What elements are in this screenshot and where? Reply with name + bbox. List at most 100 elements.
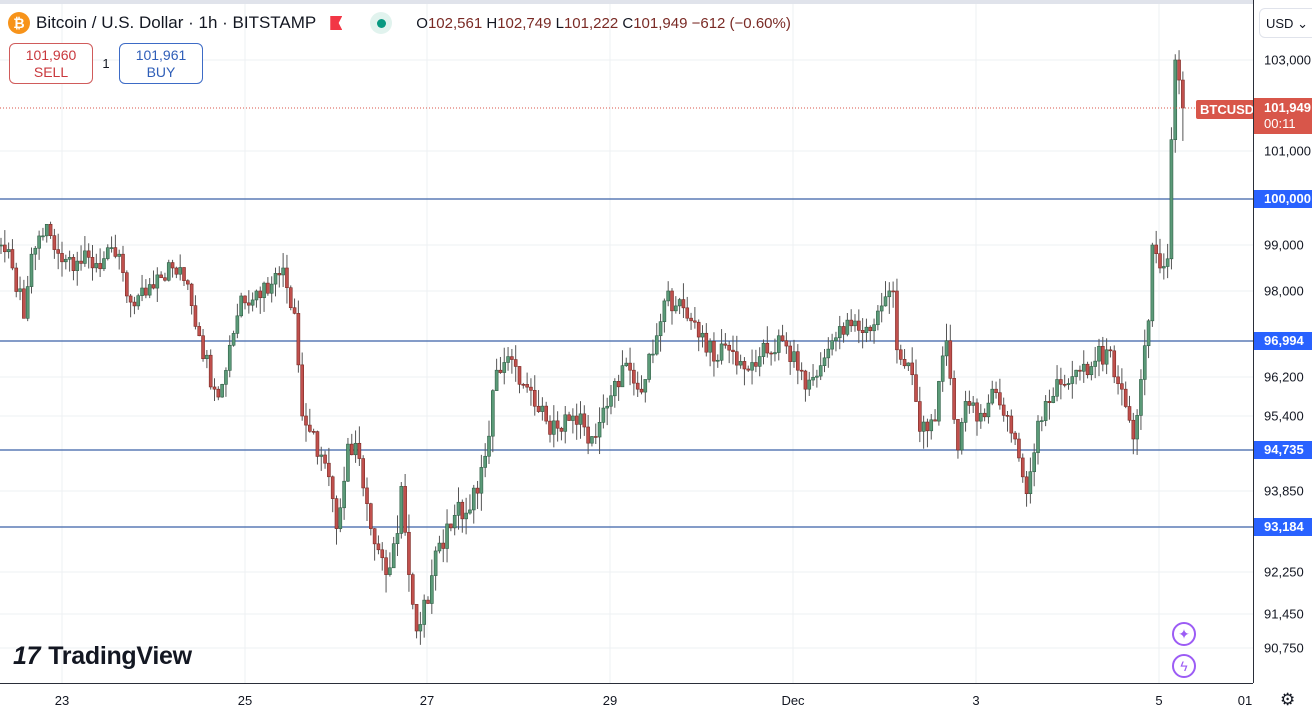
candle-body-down: [292, 307, 297, 314]
candle: [693, 307, 697, 329]
price-tick-label: 90,750: [1264, 640, 1304, 656]
candle: [75, 251, 80, 286]
candle: [456, 487, 461, 530]
candle: [849, 309, 853, 332]
candle: [1154, 230, 1158, 264]
candle: [311, 428, 316, 435]
candle-body-up: [456, 501, 461, 516]
candle: [998, 378, 1002, 410]
candle-body-down: [1112, 350, 1117, 378]
candle-body-up: [109, 247, 114, 249]
candle-body-down: [693, 320, 697, 323]
candle-body-down: [369, 503, 373, 529]
candle-body-down: [1177, 59, 1181, 81]
candle-body-up: [979, 412, 983, 422]
candle-body-down: [902, 359, 907, 367]
candle: [1135, 409, 1139, 455]
candle-body-down: [1127, 406, 1132, 421]
buy-price: 101,961: [135, 46, 187, 63]
candle: [971, 395, 975, 413]
candle: [105, 244, 110, 261]
price-axis[interactable]: USD ⌄ 103,000 101,000 99,000 98,000 96,200 95…: [1253, 0, 1312, 683]
quantity[interactable]: 1: [102, 56, 110, 71]
candle-body-down: [727, 344, 731, 351]
candle: [986, 394, 991, 424]
candle: [704, 323, 709, 357]
candle: [29, 247, 34, 294]
candle: [635, 371, 640, 397]
candle-body-up: [872, 324, 876, 332]
candle-body-up: [471, 487, 476, 511]
currency-select[interactable]: USD ⌄: [1259, 8, 1312, 38]
lightning-icon[interactable]: ϟ: [1172, 654, 1196, 678]
candle: [521, 382, 526, 389]
candle-body-down: [216, 388, 221, 398]
candle: [132, 296, 137, 315]
time-axis[interactable]: 23 25 27 29 Dec 3 5 01: [0, 683, 1253, 719]
candle: [956, 419, 960, 459]
candle: [647, 352, 651, 383]
candle-body-up: [502, 362, 507, 373]
candle: [658, 313, 663, 352]
candle-body-up: [136, 295, 141, 307]
time-tick-label: 5: [1155, 693, 1163, 708]
candle-body-up: [613, 381, 617, 397]
candle-body-up: [864, 326, 869, 333]
candle-body-up: [388, 567, 392, 575]
sparkle-icon[interactable]: ✦: [1172, 622, 1196, 646]
candle: [940, 346, 945, 392]
candle-body-down: [860, 330, 865, 333]
candle-body-down: [407, 531, 411, 575]
sell-button[interactable]: 101,960 SELL: [9, 43, 93, 84]
candle: [494, 358, 499, 391]
candle-body-down: [60, 253, 64, 263]
candle: [605, 397, 609, 426]
candle-body-up: [205, 354, 209, 360]
candle: [879, 292, 884, 323]
candle: [742, 357, 747, 386]
candlestick-chart[interactable]: [0, 4, 1253, 683]
candle-body-down: [288, 287, 293, 309]
buy-label: BUY: [146, 63, 176, 80]
candle: [1059, 367, 1063, 400]
candle: [769, 351, 773, 366]
market-status-icon[interactable]: [370, 12, 393, 34]
candle-body-down: [510, 356, 514, 360]
candle: [959, 417, 964, 455]
tradingview-logo[interactable]: 17 TradingView: [13, 642, 192, 670]
candle-body-down: [582, 413, 587, 428]
candle: [666, 281, 670, 307]
candle-body-up: [479, 467, 484, 494]
candle: [517, 366, 522, 394]
candle-body-up: [464, 512, 468, 520]
settings-gear-icon[interactable]: ⚙: [1280, 690, 1296, 709]
candle-body-down: [79, 260, 83, 264]
candle-body-down: [635, 382, 640, 390]
candle-body-up: [105, 247, 110, 259]
candle: [1043, 395, 1048, 427]
candle: [937, 380, 941, 426]
candle: [147, 278, 152, 299]
candle: [864, 318, 869, 343]
candle: [151, 270, 156, 290]
candle: [60, 241, 64, 277]
candle: [834, 331, 838, 352]
candle: [536, 390, 541, 413]
candle-body-down: [1116, 376, 1120, 384]
flag-icon[interactable]: [330, 16, 343, 30]
candle: [1162, 253, 1166, 280]
candle-body-down: [334, 498, 339, 529]
buy-button[interactable]: 101,961 BUY: [119, 43, 203, 84]
candle-body-down: [193, 305, 198, 327]
candle-body-up: [677, 299, 682, 307]
candle: [1112, 345, 1117, 384]
candle: [90, 244, 95, 281]
candle-body-up: [235, 315, 240, 334]
candle-body-down: [925, 421, 930, 432]
candle: [182, 267, 186, 286]
candle: [174, 266, 179, 279]
candle-body-down: [365, 487, 369, 504]
candle-body-down: [628, 362, 632, 371]
symbol-title[interactable]: Bitcoin / U.S. Dollar · 1h · BITSTAMP: [36, 13, 317, 32]
candle-body-down: [712, 341, 716, 362]
